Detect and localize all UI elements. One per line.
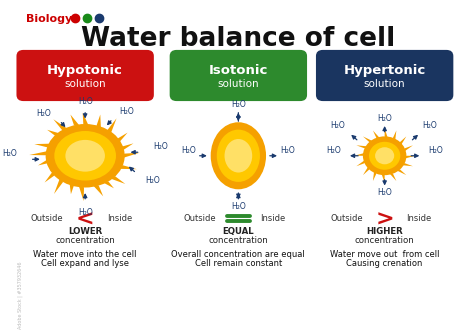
Polygon shape [120,143,134,152]
Polygon shape [402,145,413,153]
Text: LOWER: LOWER [68,227,102,236]
Text: Overall concentration are equal: Overall concentration are equal [172,250,305,259]
Text: solution: solution [364,79,405,89]
Text: concentration: concentration [55,236,115,245]
Ellipse shape [46,124,125,188]
Text: solution: solution [64,79,106,89]
Polygon shape [356,145,370,148]
Polygon shape [120,153,140,159]
Polygon shape [71,115,82,128]
Text: Causing crenation: Causing crenation [346,259,423,268]
Text: Cell remain constant: Cell remain constant [195,259,282,268]
Ellipse shape [225,139,252,173]
Polygon shape [393,131,396,143]
Polygon shape [402,156,415,159]
Text: Outside: Outside [184,214,217,223]
Polygon shape [34,144,54,147]
Text: solution: solution [218,79,259,89]
Polygon shape [394,169,406,175]
Text: <: < [76,209,94,229]
Text: H₂O: H₂O [377,188,392,197]
Polygon shape [384,128,389,140]
Polygon shape [47,130,63,135]
Polygon shape [399,163,413,166]
Ellipse shape [363,136,406,175]
Text: H₂O: H₂O [182,146,196,155]
Text: H₂O: H₂O [326,146,341,155]
Polygon shape [97,115,101,131]
Polygon shape [116,165,137,169]
Polygon shape [400,136,406,147]
Text: H₂O: H₂O [330,121,345,130]
Text: >: > [375,209,394,229]
Polygon shape [78,183,84,201]
Polygon shape [108,118,117,136]
Text: Isotonic: Isotonic [209,64,268,77]
Text: H₂O: H₂O [3,149,18,158]
Text: H₂O: H₂O [78,208,92,217]
Text: H₂O: H₂O [231,202,246,211]
Polygon shape [107,176,125,184]
Text: Cell expand and lyse: Cell expand and lyse [41,259,129,268]
Text: Adobe Stock | #357932646: Adobe Stock | #357932646 [18,262,23,329]
Polygon shape [54,119,70,131]
Polygon shape [356,158,367,166]
Text: H₂O: H₂O [423,121,438,130]
Text: H₂O: H₂O [119,107,134,116]
Text: HIGHER: HIGHER [366,227,403,236]
Text: H₂O: H₂O [78,96,92,106]
Text: Outside: Outside [330,214,363,223]
Text: Hypertonic: Hypertonic [344,64,426,77]
FancyBboxPatch shape [170,50,307,101]
Ellipse shape [65,140,105,172]
Polygon shape [388,172,396,181]
Text: Water move out  from cell: Water move out from cell [330,250,439,259]
Polygon shape [29,150,51,155]
Text: H₂O: H₂O [281,146,295,155]
Text: Inside: Inside [406,214,432,223]
Polygon shape [45,169,55,183]
Polygon shape [38,157,50,165]
Polygon shape [373,131,382,140]
Text: Outside: Outside [31,214,64,223]
Polygon shape [100,181,114,188]
Polygon shape [82,113,90,128]
Text: H₂O: H₂O [153,142,168,150]
Text: Inside: Inside [107,214,132,223]
Polygon shape [117,133,128,145]
Text: Water balance of cell: Water balance of cell [81,26,395,52]
FancyBboxPatch shape [17,50,154,101]
Ellipse shape [55,131,116,181]
Polygon shape [91,183,103,196]
Ellipse shape [369,142,401,170]
Text: Biology: Biology [26,14,72,24]
FancyBboxPatch shape [316,50,453,101]
Text: concentration: concentration [355,236,415,245]
Text: H₂O: H₂O [377,114,392,123]
Text: H₂O: H₂O [428,146,443,155]
Text: H₂O: H₂O [36,109,51,118]
Polygon shape [363,136,375,142]
Ellipse shape [217,130,260,182]
Polygon shape [363,164,370,175]
Text: concentration: concentration [209,236,268,245]
Text: H₂O: H₂O [231,100,246,109]
Polygon shape [54,176,63,194]
Text: Inside: Inside [260,214,285,223]
Text: EQUAL: EQUAL [223,227,254,236]
Polygon shape [381,171,384,183]
Ellipse shape [210,122,266,189]
Text: H₂O: H₂O [145,176,160,185]
Text: Hypotonic: Hypotonic [47,64,123,77]
Ellipse shape [375,147,394,164]
Polygon shape [69,181,73,194]
Polygon shape [354,152,367,156]
Text: Water move into the cell: Water move into the cell [33,250,137,259]
Polygon shape [373,169,376,181]
